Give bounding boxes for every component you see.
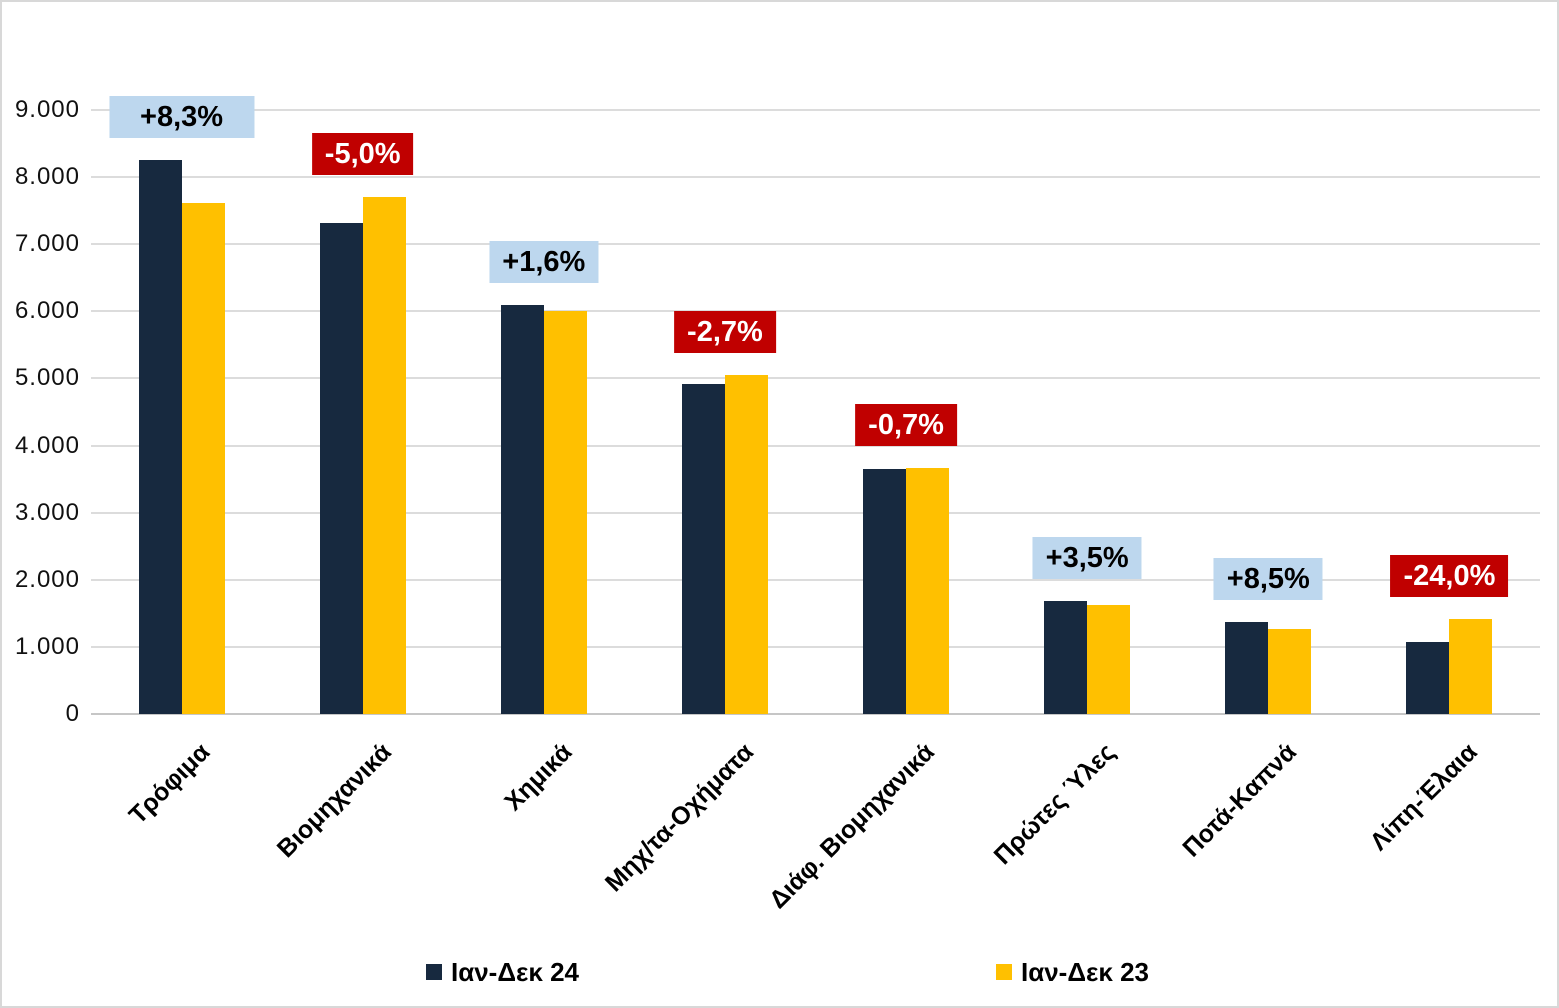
x-category-label: Λίπη-Έλαια xyxy=(1365,738,1484,857)
x-category-label: Τρόφιμα xyxy=(123,738,216,830)
bar-ian-dek-24 xyxy=(1044,600,1088,714)
bar-ian-dek-24 xyxy=(1225,622,1269,714)
y-tick-label: 7.000 xyxy=(14,230,80,258)
bar-ian-dek-24 xyxy=(138,160,182,714)
y-tick-label: 5.000 xyxy=(14,364,80,392)
x-category-label: Χημικά xyxy=(499,738,578,817)
change-label: +8,3% xyxy=(109,96,255,139)
y-tick-label: 1.000 xyxy=(14,632,80,660)
legend-item-ian-dek-24: Ιαν-Δεκ 24 xyxy=(426,956,579,988)
bar-ian-dek-24 xyxy=(681,384,725,714)
legend-swatch-ian-dek-24-icon xyxy=(426,964,442,980)
change-label: +8,5% xyxy=(1213,558,1323,601)
y-tick-label: 0 xyxy=(65,700,80,727)
y-tick-label: 4.000 xyxy=(14,431,80,459)
gridline xyxy=(91,109,1540,111)
bar-ian-dek-24 xyxy=(1406,641,1450,714)
bar-ian-dek-23 xyxy=(1268,629,1312,714)
change-label: -5,0% xyxy=(311,133,414,176)
y-tick-label: 2.000 xyxy=(14,565,80,593)
bar-ian-dek-23 xyxy=(906,467,950,714)
gridline xyxy=(91,377,1540,380)
bar-ian-dek-23 xyxy=(362,197,406,714)
y-tick-label: 6.000 xyxy=(14,297,80,325)
legend-item-ian-dek-23: Ιαν-Δεκ 23 xyxy=(996,956,1149,988)
bar-ian-dek-23 xyxy=(543,311,587,714)
y-tick-label: 9.000 xyxy=(14,96,80,123)
legend-swatch-ian-dek-23-icon xyxy=(996,964,1012,980)
bar-ian-dek-23 xyxy=(181,202,225,714)
change-label: -0,7% xyxy=(855,403,957,446)
change-label: +1,6% xyxy=(489,240,599,283)
x-category-label: Πρώτες Ύλες xyxy=(988,738,1121,871)
gridline xyxy=(91,444,1540,447)
gridline xyxy=(91,310,1540,313)
gridline xyxy=(91,176,1540,179)
y-tick-label: 3.000 xyxy=(14,498,80,526)
legend-label-ian-dek-23: Ιαν-Δεκ 23 xyxy=(1021,956,1149,987)
gridline xyxy=(91,511,1540,514)
legend-label-ian-dek-24: Ιαν-Δεκ 24 xyxy=(451,956,579,987)
bar-ian-dek-23 xyxy=(724,375,768,714)
y-tick-label: 8.000 xyxy=(14,163,80,191)
change-label: +3,5% xyxy=(1032,536,1142,579)
bar-ian-dek-24 xyxy=(500,304,544,714)
bar-ian-dek-23 xyxy=(1087,604,1131,714)
gridline xyxy=(91,578,1540,581)
gridline xyxy=(91,243,1540,246)
bar-ian-dek-23 xyxy=(1449,619,1493,714)
change-label: -24,0% xyxy=(1390,555,1509,598)
x-axis-line xyxy=(91,713,1540,715)
bar-ian-dek-24 xyxy=(319,223,363,714)
x-category-label: Ποτά-Καπνά xyxy=(1177,738,1303,863)
x-category-label: Βιομηχανικά xyxy=(271,738,397,864)
bar-ian-dek-24 xyxy=(863,469,907,714)
x-category-label: Μηχ/τα-Οχήματα xyxy=(599,738,759,898)
gridline xyxy=(91,645,1540,648)
x-category-label: Διάφ. Βιομηχανικά xyxy=(763,738,940,915)
change-label: -2,7% xyxy=(674,311,776,354)
